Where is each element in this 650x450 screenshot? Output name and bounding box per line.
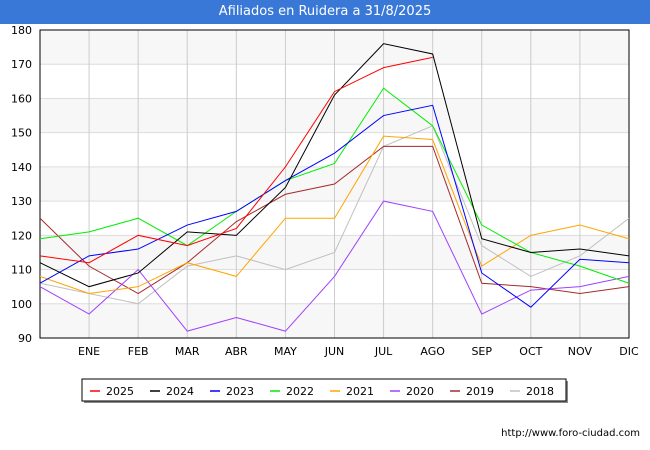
y-tick-label: 110 [11, 264, 32, 277]
legend-label-2022: 2022 [286, 385, 314, 398]
series-line-2020 [39, 200, 630, 332]
x-tick-label: FEB [128, 345, 149, 358]
series-line-2023 [39, 104, 630, 308]
y-tick-label: 180 [11, 24, 32, 37]
y-tick-label: 160 [11, 92, 32, 105]
y-tick-label: 90 [18, 332, 32, 345]
x-tick-label: MAR [175, 345, 200, 358]
legend-label-2024: 2024 [166, 385, 194, 398]
legend-label-2019: 2019 [466, 385, 494, 398]
x-tick-label: DIC [619, 345, 639, 358]
series-line-2018 [39, 125, 630, 305]
y-tick-label: 150 [11, 127, 32, 140]
y-tick-label: 100 [11, 298, 32, 311]
x-tick-label: ENE [78, 345, 100, 358]
x-tick-label: NOV [568, 345, 593, 358]
x-tick-label: MAY [274, 345, 297, 358]
legend-label-2020: 2020 [406, 385, 434, 398]
legend-label-2018: 2018 [526, 385, 554, 398]
x-tick-label: JUL [374, 345, 393, 358]
series-line-2019 [39, 145, 630, 295]
x-tick-label: AGO [420, 345, 445, 358]
legend-label-2023: 2023 [226, 385, 254, 398]
series-line-2025 [39, 56, 433, 264]
chart-title: Afiliados en Ruidera a 31/8/2025 [0, 0, 650, 24]
x-tick-label: JUN [324, 345, 345, 358]
legend-box [81, 378, 567, 402]
series-line-2021 [39, 135, 630, 295]
y-tick-label: 170 [11, 58, 32, 71]
y-tick-label: 130 [11, 195, 32, 208]
x-tick-label: OCT [519, 345, 542, 358]
x-tick-label: SEP [471, 345, 492, 358]
y-tick-label: 120 [11, 229, 32, 242]
legend-label-2021: 2021 [346, 385, 374, 398]
legend-label-2025: 2025 [106, 385, 134, 398]
source-url[interactable]: http://www.foro-ciudad.com [501, 428, 640, 439]
series-line-2024 [39, 43, 630, 288]
y-tick-label: 140 [11, 161, 32, 174]
x-tick-label: ABR [225, 345, 248, 358]
plot-frame [39, 29, 630, 339]
